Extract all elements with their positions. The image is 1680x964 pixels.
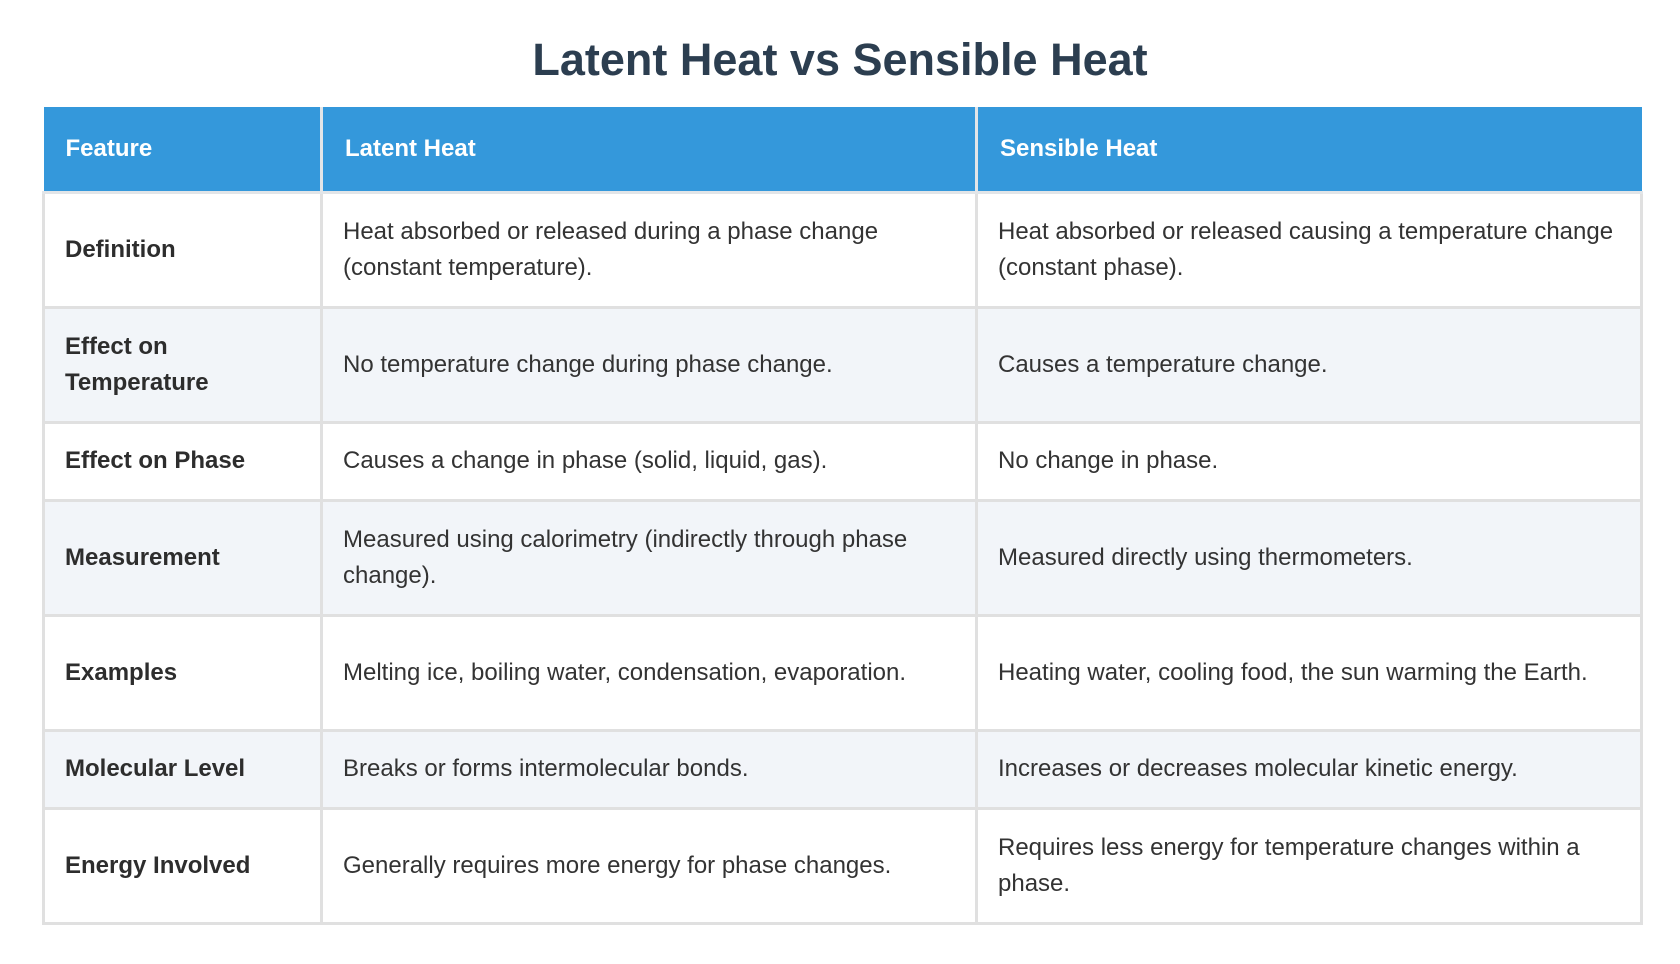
table-row: Measurement Measured using calorimetry (…	[42, 498, 1643, 617]
table-row: Definition Heat absorbed or released dur…	[42, 190, 1643, 309]
latent-cell: Generally requires more energy for phase…	[320, 806, 978, 925]
header-feature: Feature	[43, 107, 323, 194]
header-sensible-heat: Sensible Heat	[975, 107, 1642, 194]
latent-cell: Causes a change in phase (solid, liquid,…	[320, 420, 978, 502]
latent-cell: Melting ice, boiling water, condensation…	[320, 613, 978, 732]
sensible-cell: Requires less energy for temperature cha…	[975, 806, 1643, 925]
page-title: Latent Heat vs Sensible Heat	[532, 34, 1148, 85]
latent-cell: No temperature change during phase chang…	[320, 305, 978, 424]
feature-cell: Definition	[42, 190, 323, 309]
table-header: Feature Latent Heat Sensible Heat	[43, 107, 1642, 194]
table-row: Examples Melting ice, boiling water, con…	[42, 613, 1643, 732]
table-body: Definition Heat absorbed or released dur…	[42, 190, 1643, 925]
latent-cell: Heat absorbed or released during a phase…	[320, 190, 978, 309]
sensible-cell: Heat absorbed or released causing a temp…	[975, 190, 1643, 309]
header-row: Feature Latent Heat Sensible Heat	[43, 107, 1642, 194]
feature-cell: Effect on Temperature	[42, 305, 323, 424]
comparison-table: Feature Latent Heat Sensible Heat Defini…	[42, 107, 1643, 925]
latent-cell: Breaks or forms intermolecular bonds.	[320, 728, 978, 810]
comparison-table-container: Feature Latent Heat Sensible Heat Defini…	[42, 107, 1643, 925]
feature-cell: Effect on Phase	[42, 420, 323, 502]
sensible-cell: Increases or decreases molecular kinetic…	[975, 728, 1643, 810]
latent-cell: Measured using calorimetry (indirectly t…	[320, 498, 978, 617]
feature-cell: Examples	[42, 613, 323, 732]
header-latent-heat: Latent Heat	[320, 107, 978, 194]
table-row: Molecular Level Breaks or forms intermol…	[42, 728, 1643, 810]
feature-cell: Molecular Level	[42, 728, 323, 810]
feature-cell: Measurement	[42, 498, 323, 617]
sensible-cell: Causes a temperature change.	[975, 305, 1643, 424]
sensible-cell: Measured directly using thermometers.	[975, 498, 1643, 617]
sensible-cell: No change in phase.	[975, 420, 1643, 502]
feature-cell: Energy Involved	[42, 806, 323, 925]
table-row: Effect on Temperature No temperature cha…	[42, 305, 1643, 424]
table-row: Effect on Phase Causes a change in phase…	[42, 420, 1643, 502]
sensible-cell: Heating water, cooling food, the sun war…	[975, 613, 1643, 732]
table-row: Energy Involved Generally requires more …	[42, 806, 1643, 925]
